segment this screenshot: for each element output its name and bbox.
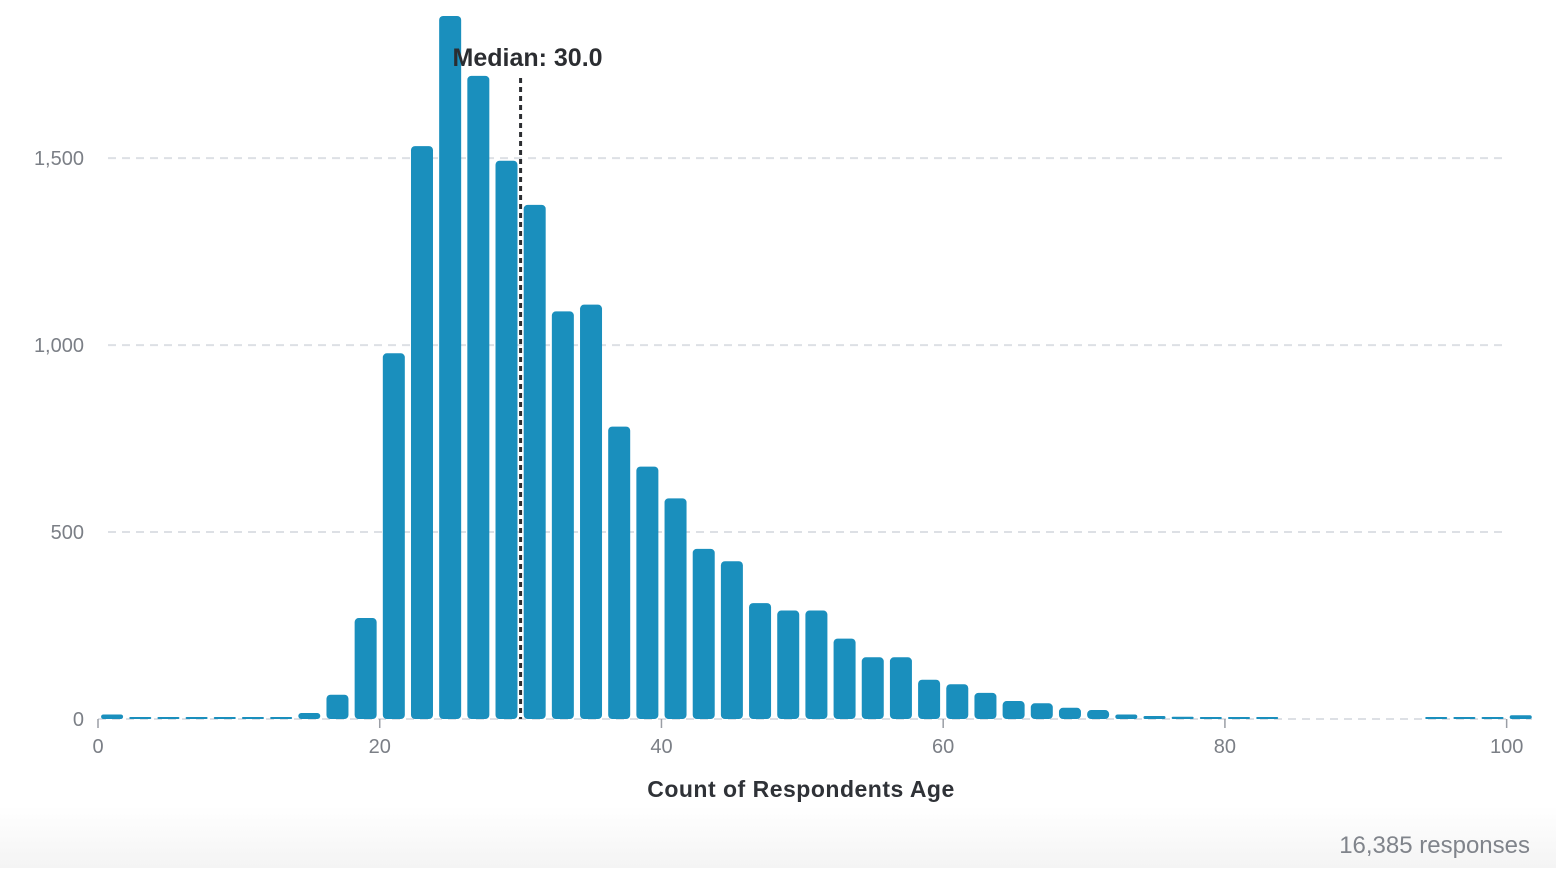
y-tick-label: 1,500 xyxy=(34,148,84,170)
histogram-bar xyxy=(805,610,828,719)
histogram-bar xyxy=(101,714,124,719)
histogram-bar xyxy=(692,548,715,719)
histogram-bar xyxy=(777,610,800,719)
x-tick-label: 80 xyxy=(1214,736,1236,758)
histogram-bar xyxy=(918,679,941,719)
histogram-bar xyxy=(523,204,546,719)
histogram-bar xyxy=(213,717,236,719)
histogram-bar xyxy=(1256,717,1279,719)
histogram-bar xyxy=(185,717,208,719)
histogram-bar xyxy=(1002,701,1025,719)
histogram-bar xyxy=(439,16,462,719)
histogram-bar xyxy=(1453,717,1476,719)
histogram-bar xyxy=(1199,717,1222,719)
axes: 0 500 1,000 1,500 0 20 40 60 80 100 xyxy=(34,148,1523,758)
histogram-bar xyxy=(241,717,264,719)
x-axis-title: Count of Respondents Age xyxy=(647,776,955,802)
histogram-bar xyxy=(1058,707,1081,719)
median-marker: Median: 30.0 xyxy=(453,44,603,719)
histogram-bar xyxy=(354,618,377,719)
histogram-bar xyxy=(270,717,293,719)
histogram-bar xyxy=(861,657,884,719)
y-tick-label: 1,000 xyxy=(34,335,84,357)
x-tick-label: 100 xyxy=(1490,736,1523,758)
histogram-bar xyxy=(1087,710,1110,719)
histogram-bar xyxy=(1115,714,1138,719)
histogram-bar xyxy=(1425,717,1448,719)
histogram-bar xyxy=(664,498,687,719)
histogram-bar xyxy=(636,466,659,719)
y-tick-label: 0 xyxy=(73,709,84,731)
histogram-bar xyxy=(974,692,997,719)
bars xyxy=(101,16,1532,720)
histogram-bar xyxy=(129,717,152,719)
response-count: 16,385 responses xyxy=(1339,832,1530,859)
footer-bar xyxy=(0,806,1556,868)
histogram-bar xyxy=(1030,703,1053,719)
histogram-bar xyxy=(608,426,631,719)
histogram-bar xyxy=(1171,716,1194,719)
histogram-bar xyxy=(1481,717,1504,719)
histogram-bar xyxy=(1509,715,1532,719)
histogram-bar xyxy=(326,694,349,719)
histogram-bar xyxy=(1143,716,1166,719)
histogram-bar xyxy=(467,75,490,720)
median-label: Median: 30.0 xyxy=(453,44,603,72)
histogram-bar xyxy=(157,717,180,719)
x-tick-label: 60 xyxy=(932,736,954,758)
histogram-bar xyxy=(833,638,856,719)
histogram-bar xyxy=(495,160,518,719)
x-tick-label: 40 xyxy=(650,736,672,758)
histogram-bar xyxy=(889,657,912,719)
histogram-bar xyxy=(580,304,603,719)
x-tick-label: 0 xyxy=(92,736,103,758)
histogram-bar xyxy=(1228,717,1251,719)
histogram-bar xyxy=(410,146,433,720)
histogram-bar xyxy=(946,684,969,719)
y-tick-label: 500 xyxy=(51,522,84,544)
histogram-bar xyxy=(298,713,321,719)
histogram-bar xyxy=(749,603,772,719)
histogram-bar xyxy=(551,311,574,719)
x-tick-label: 20 xyxy=(369,736,391,758)
histogram-bar xyxy=(720,561,743,719)
histogram-bar xyxy=(382,353,405,719)
